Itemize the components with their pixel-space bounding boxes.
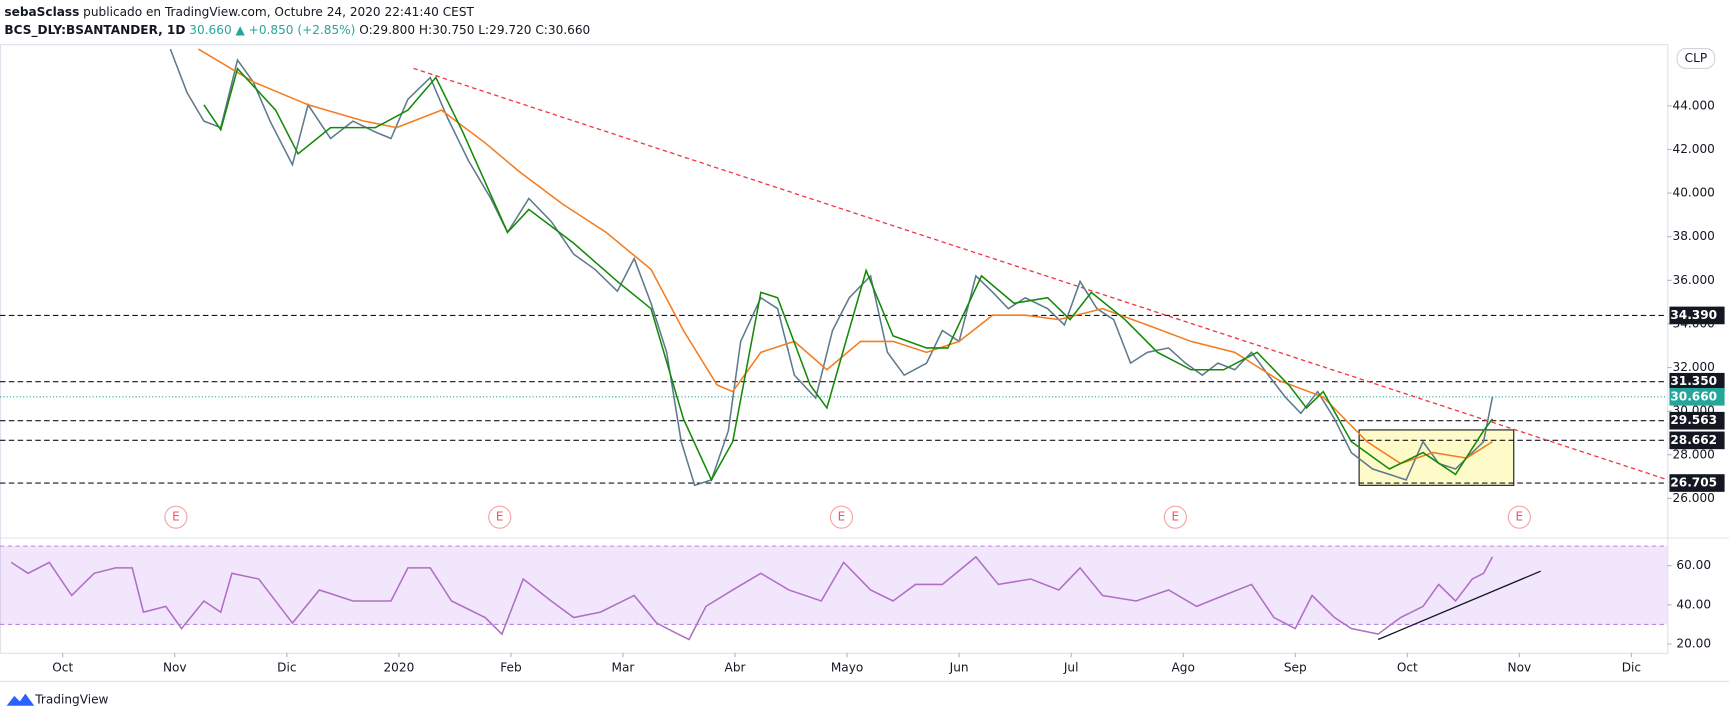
x-tick-label: Jun <box>949 661 969 675</box>
event-label: E <box>496 510 504 524</box>
event-label: E <box>1172 510 1180 524</box>
y-tick-label: 32.000 <box>1673 360 1715 374</box>
logo-text: TradingView <box>34 693 108 707</box>
y-tick-label: 28.000 <box>1673 447 1715 461</box>
event-label: E <box>1516 510 1524 524</box>
ohlc: O:29.800 H:30.750 L:29.720 C:30.660 <box>359 22 590 36</box>
y-tick-label: 40.000 <box>1673 186 1715 200</box>
x-tick-label: Abr <box>725 661 746 675</box>
level-tag <box>1669 431 1725 450</box>
published: publicado en TradingView.com, Octubre 24… <box>83 5 474 19</box>
level-label: 29.563 <box>1670 413 1717 427</box>
event-marker <box>488 505 512 529</box>
y-tick-label: 40.00 <box>1676 597 1711 611</box>
x-tick-label: Dic <box>277 661 296 675</box>
y-tick-label: 36.000 <box>1673 273 1715 287</box>
symbol: BCS_DLY:BSANTANDER, 1D <box>4 22 185 37</box>
x-tick-label: Mayo <box>831 661 863 675</box>
plot-frame <box>0 44 1669 654</box>
y-tick-label: 20.00 <box>1676 637 1711 651</box>
x-tick-label: Ago <box>1172 661 1195 675</box>
x-tick-label: Nov <box>163 661 187 675</box>
x-tick-label: Sep <box>1284 661 1307 675</box>
last: 30.660 <box>189 22 231 36</box>
level-tag <box>1669 306 1725 325</box>
event-marker <box>164 505 188 529</box>
series-line <box>10 555 1494 641</box>
event-marker <box>1507 505 1531 529</box>
series-line <box>203 67 1494 482</box>
range-box <box>1358 429 1515 486</box>
trendline <box>413 67 1668 481</box>
y-tick-label: 26.000 <box>1673 491 1715 505</box>
event-marker <box>829 505 854 529</box>
rsi-band <box>0 546 1668 625</box>
series-line <box>169 48 1494 487</box>
last-price-tag <box>1669 387 1725 406</box>
event-marker <box>1163 505 1187 529</box>
currency[interactable]: CLP <box>1685 51 1708 65</box>
x-tick-label: 2020 <box>383 661 414 675</box>
y-tick-label: 42.000 <box>1673 142 1715 156</box>
x-tick-label: Nov <box>1508 661 1532 675</box>
header-line-1: sebaSclass publicado en TradingView.com,… <box>4 5 474 19</box>
y-tick-label: 60.00 <box>1676 558 1711 572</box>
level-label: 31.350 <box>1670 374 1717 388</box>
level-tag <box>1669 372 1725 391</box>
x-tick-label: Dic <box>1622 661 1641 675</box>
last-price-label: 30.660 <box>1670 389 1717 403</box>
trendline <box>1377 570 1541 641</box>
y-tick-label: 38.000 <box>1673 229 1715 243</box>
x-tick-label: Mar <box>612 661 635 675</box>
level-tag <box>1669 411 1725 430</box>
x-tick-label: Jul <box>1063 661 1079 675</box>
event-label: E <box>172 510 180 524</box>
change: ▲ +0.850 (+2.85%) <box>236 22 356 36</box>
level-label: 34.390 <box>1670 308 1717 322</box>
y-tick-label: 44.000 <box>1673 98 1715 112</box>
x-tick-label: Oct <box>52 661 73 675</box>
author: sebaSclass <box>4 5 79 19</box>
event-label: E <box>838 510 846 524</box>
level-label: 26.705 <box>1670 476 1717 490</box>
level-label: 28.662 <box>1670 433 1717 447</box>
header-line-2: BCS_DLY:BSANTANDER, 1D 30.660 ▲ +0.850 (… <box>4 22 590 37</box>
logo-icon <box>6 693 35 706</box>
x-tick-label: Oct <box>1397 661 1418 675</box>
series-line <box>197 48 1493 465</box>
level-tag <box>1669 474 1725 492</box>
x-tick-label: Feb <box>500 661 522 675</box>
currency-button[interactable] <box>1676 47 1716 69</box>
